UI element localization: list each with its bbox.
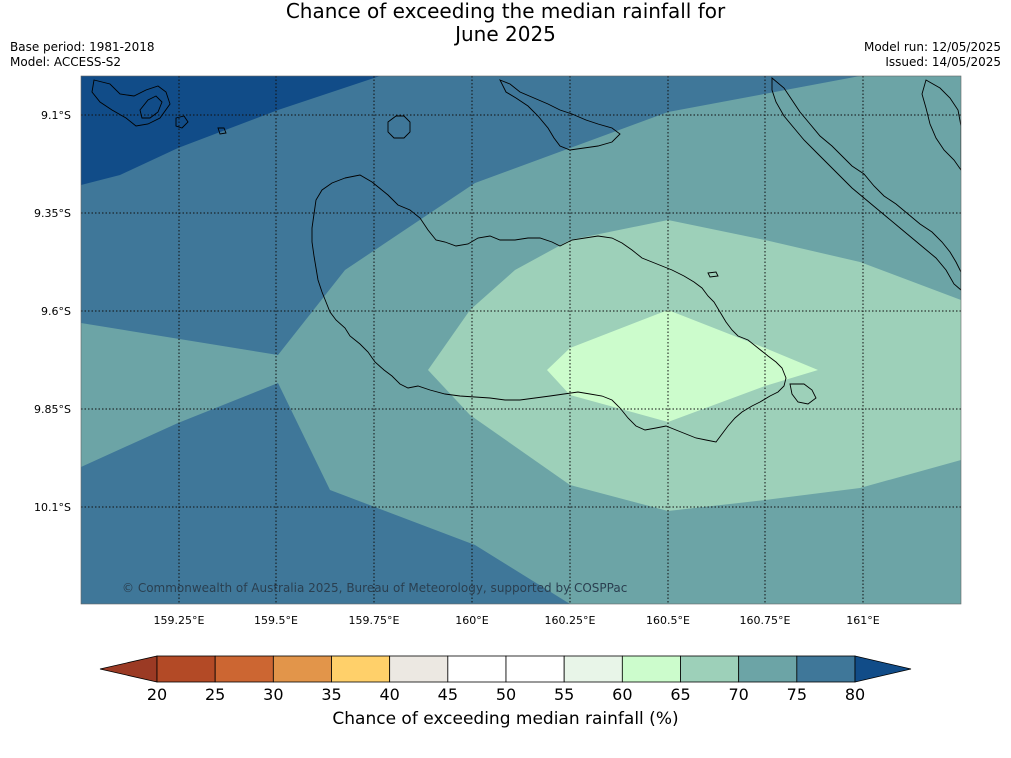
colorbar-segment	[331, 655, 391, 683]
map-frame	[80, 75, 962, 605]
colorbar-tick-label: 55	[554, 685, 574, 704]
map-title: Chance of exceeding the median rainfall …	[0, 0, 1011, 46]
colorbar-segment	[156, 655, 216, 683]
colorbar-tick-label: 40	[379, 685, 399, 704]
meta-left: Base period: 1981-2018 Model: ACCESS-S2	[10, 40, 155, 70]
colorbar-extend-low	[99, 655, 158, 683]
colorbar-tick-label: 25	[205, 685, 225, 704]
colorbar-segment	[214, 655, 274, 683]
colorbar: 20 25 30 35 40 45 50 55 60 65 70 75 80	[99, 655, 912, 704]
model-label: Model: ACCESS-S2	[10, 55, 122, 69]
title-line-1: Chance of exceeding the median rainfall …	[285, 0, 726, 23]
colorbar-segment	[621, 655, 681, 683]
colorbar-segment	[505, 655, 565, 683]
colorbar-segment	[389, 655, 449, 683]
colorbar-tick-label: 20	[147, 685, 167, 704]
coastline-islet	[789, 383, 817, 405]
coastlines	[91, 77, 961, 443]
lat-tick-label: 9.1°S	[41, 109, 71, 122]
colorbar-tick-label: 70	[728, 685, 748, 704]
issued-label: Issued: 14/05/2025	[885, 55, 1001, 69]
coastline-nw-island	[91, 79, 171, 127]
lon-tick-label: 159.25°E	[154, 614, 205, 627]
coastline-nw-inner	[139, 95, 163, 119]
coastline-malaita	[771, 77, 961, 291]
lon-tick-label: 161°E	[846, 614, 879, 627]
base-period-label: Base period: 1981-2018	[10, 40, 155, 54]
credit-text: © Commonwealth of Australia 2025, Bureau…	[122, 581, 627, 595]
coastline-florida	[499, 79, 621, 151]
colorbar-extend-high	[854, 655, 912, 683]
lat-tick-label: 10.1°S	[34, 501, 71, 514]
colorbar-segment	[447, 655, 507, 683]
colorbar-segment	[563, 655, 623, 683]
lon-tick-label: 160.75°E	[740, 614, 791, 627]
coastline-islet	[707, 271, 719, 278]
title-line-2: June 2025	[455, 22, 556, 46]
lat-tick-label: 9.6°S	[41, 305, 71, 318]
lon-tick-label: 160.25°E	[545, 614, 596, 627]
colorbar-segment	[272, 655, 332, 683]
lat-tick-label: 9.35°S	[34, 207, 71, 220]
colorbar-tick-label: 45	[438, 685, 458, 704]
colorbar-tick-label: 65	[670, 685, 690, 704]
coastline-ne	[921, 79, 961, 171]
meta-right: Model run: 12/05/2025 Issued: 14/05/2025	[864, 40, 1001, 70]
coastline-rennell	[387, 115, 411, 139]
contour-layer	[81, 76, 961, 604]
colorbar-segment	[680, 655, 740, 683]
lon-tick-label: 159.5°E	[254, 614, 298, 627]
coastline-guadalcanal	[311, 174, 787, 443]
lat-tick-label: 9.85°S	[34, 403, 71, 416]
model-run-label: Model run: 12/05/2025	[863, 40, 1001, 54]
colorbar-tick-label: 50	[496, 685, 516, 704]
colorbar-tick-label: 35	[321, 685, 341, 704]
colorbar-segment	[738, 655, 798, 683]
lon-tick-label: 160°E	[455, 614, 488, 627]
coastline-islet	[217, 127, 227, 135]
colorbar-tick-label: 75	[787, 685, 807, 704]
lon-tick-label: 160.5°E	[646, 614, 690, 627]
colorbar-title: Chance of exceeding median rainfall (%)	[332, 709, 679, 729]
coastline-islet	[175, 115, 189, 129]
contour-80	[81, 76, 380, 185]
contour-60	[547, 310, 818, 422]
colorbar-tick-label: 60	[612, 685, 632, 704]
colorbar-segment	[796, 655, 856, 683]
gridlines	[81, 76, 961, 604]
lon-tick-label: 159.75°E	[349, 614, 400, 627]
colorbar-tick-label: 80	[845, 685, 865, 704]
colorbar-tick-label: 30	[263, 685, 283, 704]
